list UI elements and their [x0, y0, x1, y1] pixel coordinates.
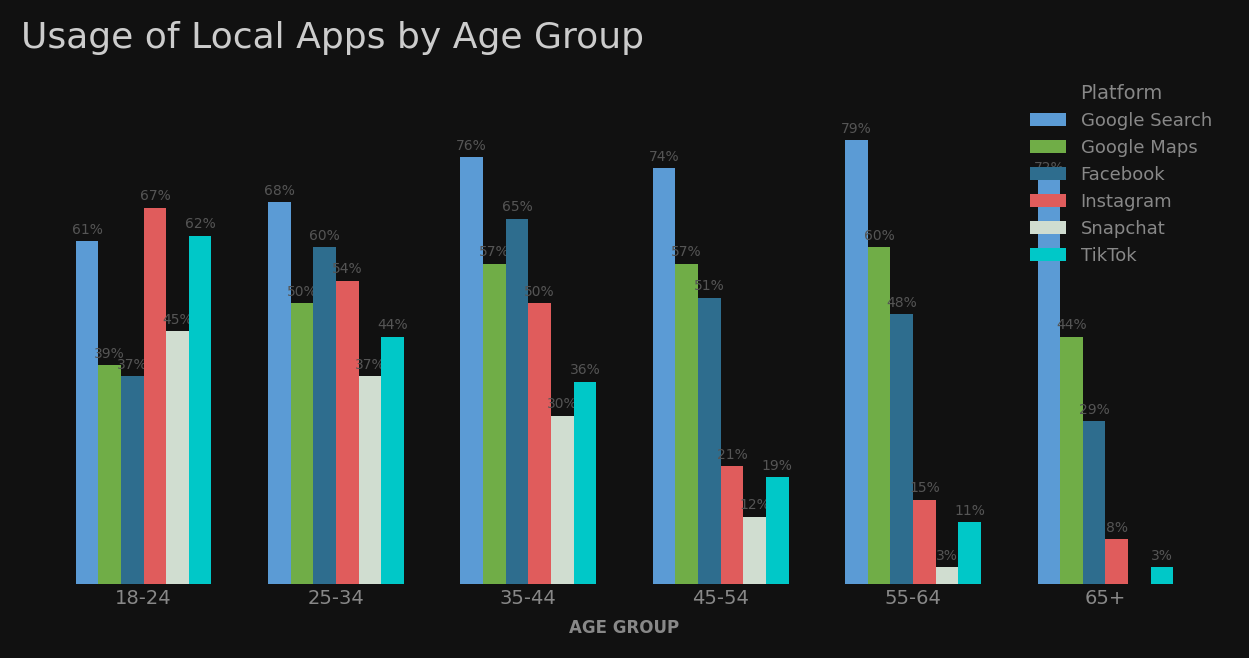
Text: 3%: 3% [1152, 549, 1173, 563]
Text: 11%: 11% [954, 504, 985, 518]
Text: 21%: 21% [717, 447, 747, 462]
Text: 12%: 12% [739, 498, 769, 513]
Text: 72%: 72% [1033, 161, 1064, 175]
Bar [868, 247, 891, 584]
Bar [461, 157, 483, 584]
Bar [144, 208, 166, 584]
Bar [483, 264, 506, 584]
Text: 54%: 54% [332, 263, 362, 276]
Text: 74%: 74% [648, 150, 679, 164]
Bar [551, 416, 573, 584]
Text: 44%: 44% [377, 318, 408, 332]
Text: 19%: 19% [762, 459, 793, 473]
Bar [189, 236, 211, 584]
Text: 62%: 62% [185, 217, 216, 232]
Legend: Google Search, Google Maps, Facebook, Instagram, Snapchat, TikTok: Google Search, Google Maps, Facebook, In… [1023, 76, 1219, 272]
Bar [506, 219, 528, 584]
Text: 65%: 65% [502, 201, 532, 215]
Text: 50%: 50% [287, 285, 317, 299]
Text: 3%: 3% [936, 549, 958, 563]
Bar [958, 522, 980, 584]
Text: 50%: 50% [525, 285, 555, 299]
Text: 51%: 51% [694, 279, 724, 293]
Text: 8%: 8% [1105, 520, 1128, 535]
Text: 79%: 79% [841, 122, 872, 136]
Bar [291, 303, 313, 584]
Bar [166, 332, 189, 584]
Text: 30%: 30% [547, 397, 577, 411]
Text: 60%: 60% [310, 228, 340, 243]
Text: 57%: 57% [480, 245, 510, 259]
Bar [313, 247, 336, 584]
Bar [381, 337, 403, 584]
Text: Usage of Local Apps by Age Group: Usage of Local Apps by Age Group [21, 21, 643, 55]
Bar [76, 241, 99, 584]
Bar [528, 303, 551, 584]
Bar [1150, 567, 1173, 584]
Bar [936, 567, 958, 584]
Text: 37%: 37% [355, 358, 385, 372]
Bar [766, 478, 788, 584]
Bar [269, 202, 291, 584]
Bar [653, 168, 676, 584]
Bar [99, 365, 121, 584]
Text: 76%: 76% [456, 139, 487, 153]
Bar [891, 315, 913, 584]
Bar [698, 297, 721, 584]
Bar [676, 264, 698, 584]
Text: 60%: 60% [864, 228, 894, 243]
Bar [846, 140, 868, 584]
Text: 61%: 61% [71, 223, 102, 237]
Text: 15%: 15% [909, 482, 939, 495]
Bar [1083, 421, 1105, 584]
Bar [336, 281, 358, 584]
Text: 57%: 57% [672, 245, 702, 259]
Bar [1105, 540, 1128, 584]
X-axis label: AGE GROUP: AGE GROUP [570, 619, 679, 637]
Bar [358, 376, 381, 584]
Text: 48%: 48% [887, 296, 917, 310]
Text: 44%: 44% [1057, 318, 1087, 332]
Text: 45%: 45% [162, 313, 192, 327]
Text: 67%: 67% [140, 190, 170, 203]
Bar [573, 382, 596, 584]
Bar [743, 517, 766, 584]
Text: 37%: 37% [117, 358, 147, 372]
Text: 39%: 39% [94, 347, 125, 361]
Bar [121, 376, 144, 584]
Text: 68%: 68% [264, 184, 295, 197]
Text: 29%: 29% [1079, 403, 1109, 417]
Text: 36%: 36% [570, 363, 601, 378]
Bar [1038, 180, 1060, 584]
Bar [721, 467, 743, 584]
Bar [1060, 337, 1083, 584]
Bar [913, 500, 936, 584]
